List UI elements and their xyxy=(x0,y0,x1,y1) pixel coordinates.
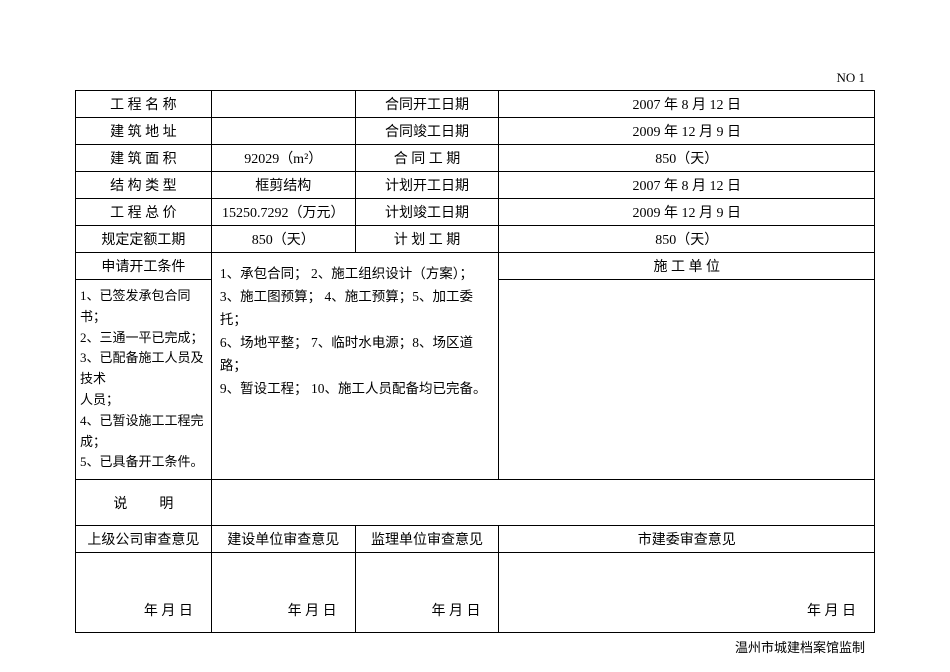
value-project-name xyxy=(211,91,355,118)
conditions-body: 1、承包合同； 2、施工组织设计（方案）； 3、施工图预算； 4、施工预算；5、… xyxy=(211,253,499,480)
table-row: 建 筑 面 积 92029（m²） 合 同 工 期 850（天） xyxy=(76,145,875,172)
value-contract-start: 2007 年 8 月 12 日 xyxy=(499,91,875,118)
label-quota-period: 规定定额工期 xyxy=(76,226,212,253)
label-apply-conditions: 申请开工条件 xyxy=(76,253,212,280)
date-supervisor: 年 月 日 xyxy=(355,553,499,633)
explain-char1: 说 xyxy=(113,497,127,512)
label-construction-unit: 施 工 单 位 xyxy=(499,253,875,280)
label-project-name: 工 程 名 称 xyxy=(76,91,212,118)
value-total-price: 15250.7292（万元） xyxy=(211,199,355,226)
value-plan-start: 2007 年 8 月 12 日 xyxy=(499,172,875,199)
value-plan-period: 850（天） xyxy=(499,226,875,253)
table-row: 工 程 名 称 合同开工日期 2007 年 8 月 12 日 xyxy=(76,91,875,118)
table-row: 工 程 总 价 15250.7292（万元） 计划竣工日期 2009 年 12 … xyxy=(76,199,875,226)
construction-unit-value xyxy=(499,280,875,480)
value-quota-period: 850（天） xyxy=(211,226,355,253)
label-total-price: 工 程 总 价 xyxy=(76,199,212,226)
explain-char2: 明 xyxy=(159,497,173,512)
label-plan-start: 计划开工日期 xyxy=(355,172,499,199)
table-row: 申请开工条件 1、承包合同； 2、施工组织设计（方案）； 3、施工图预算； 4、… xyxy=(76,253,875,280)
value-address xyxy=(211,118,355,145)
document-number: NO 1 xyxy=(75,70,875,86)
label-plan-end: 计划竣工日期 xyxy=(355,199,499,226)
review-superior: 上级公司审查意见 xyxy=(76,526,212,553)
footer-note: 温州市城建档案馆监制 xyxy=(75,637,875,656)
label-contract-start: 合同开工日期 xyxy=(355,91,499,118)
form-table: 工 程 名 称 合同开工日期 2007 年 8 月 12 日 建 筑 地 址 合… xyxy=(75,90,875,633)
table-row: 说明 xyxy=(76,480,875,526)
table-row: 结 构 类 型 框剪结构 计划开工日期 2007 年 8 月 12 日 xyxy=(76,172,875,199)
table-row: 规定定额工期 850（天） 计 划 工 期 850（天） xyxy=(76,226,875,253)
label-plan-period: 计 划 工 期 xyxy=(355,226,499,253)
label-contract-end: 合同竣工日期 xyxy=(355,118,499,145)
date-superior: 年 月 日 xyxy=(76,553,212,633)
review-builder: 建设单位审查意见 xyxy=(211,526,355,553)
label-explain: 说明 xyxy=(76,480,212,526)
review-committee: 市建委审查意见 xyxy=(499,526,875,553)
table-row: 年 月 日 年 月 日 年 月 日 年 月 日 xyxy=(76,553,875,633)
date-builder: 年 月 日 xyxy=(211,553,355,633)
value-plan-end: 2009 年 12 月 9 日 xyxy=(499,199,875,226)
table-row: 上级公司审查意见 建设单位审查意见 监理单位审查意见 市建委审查意见 xyxy=(76,526,875,553)
value-contract-period: 850（天） xyxy=(499,145,875,172)
label-address: 建 筑 地 址 xyxy=(76,118,212,145)
label-contract-period: 合 同 工 期 xyxy=(355,145,499,172)
label-structure: 结 构 类 型 xyxy=(76,172,212,199)
value-area: 92029（m²） xyxy=(211,145,355,172)
value-structure: 框剪结构 xyxy=(211,172,355,199)
date-committee: 年 月 日 xyxy=(499,553,875,633)
value-contract-end: 2009 年 12 月 9 日 xyxy=(499,118,875,145)
label-area: 建 筑 面 积 xyxy=(76,145,212,172)
apply-conditions-list: 1、已签发承包合同书； 2、三通一平已完成； 3、已配备施工人员及技术 人员； … xyxy=(76,280,212,480)
table-row: 建 筑 地 址 合同竣工日期 2009 年 12 月 9 日 xyxy=(76,118,875,145)
review-supervisor: 监理单位审查意见 xyxy=(355,526,499,553)
explain-value xyxy=(211,480,874,526)
